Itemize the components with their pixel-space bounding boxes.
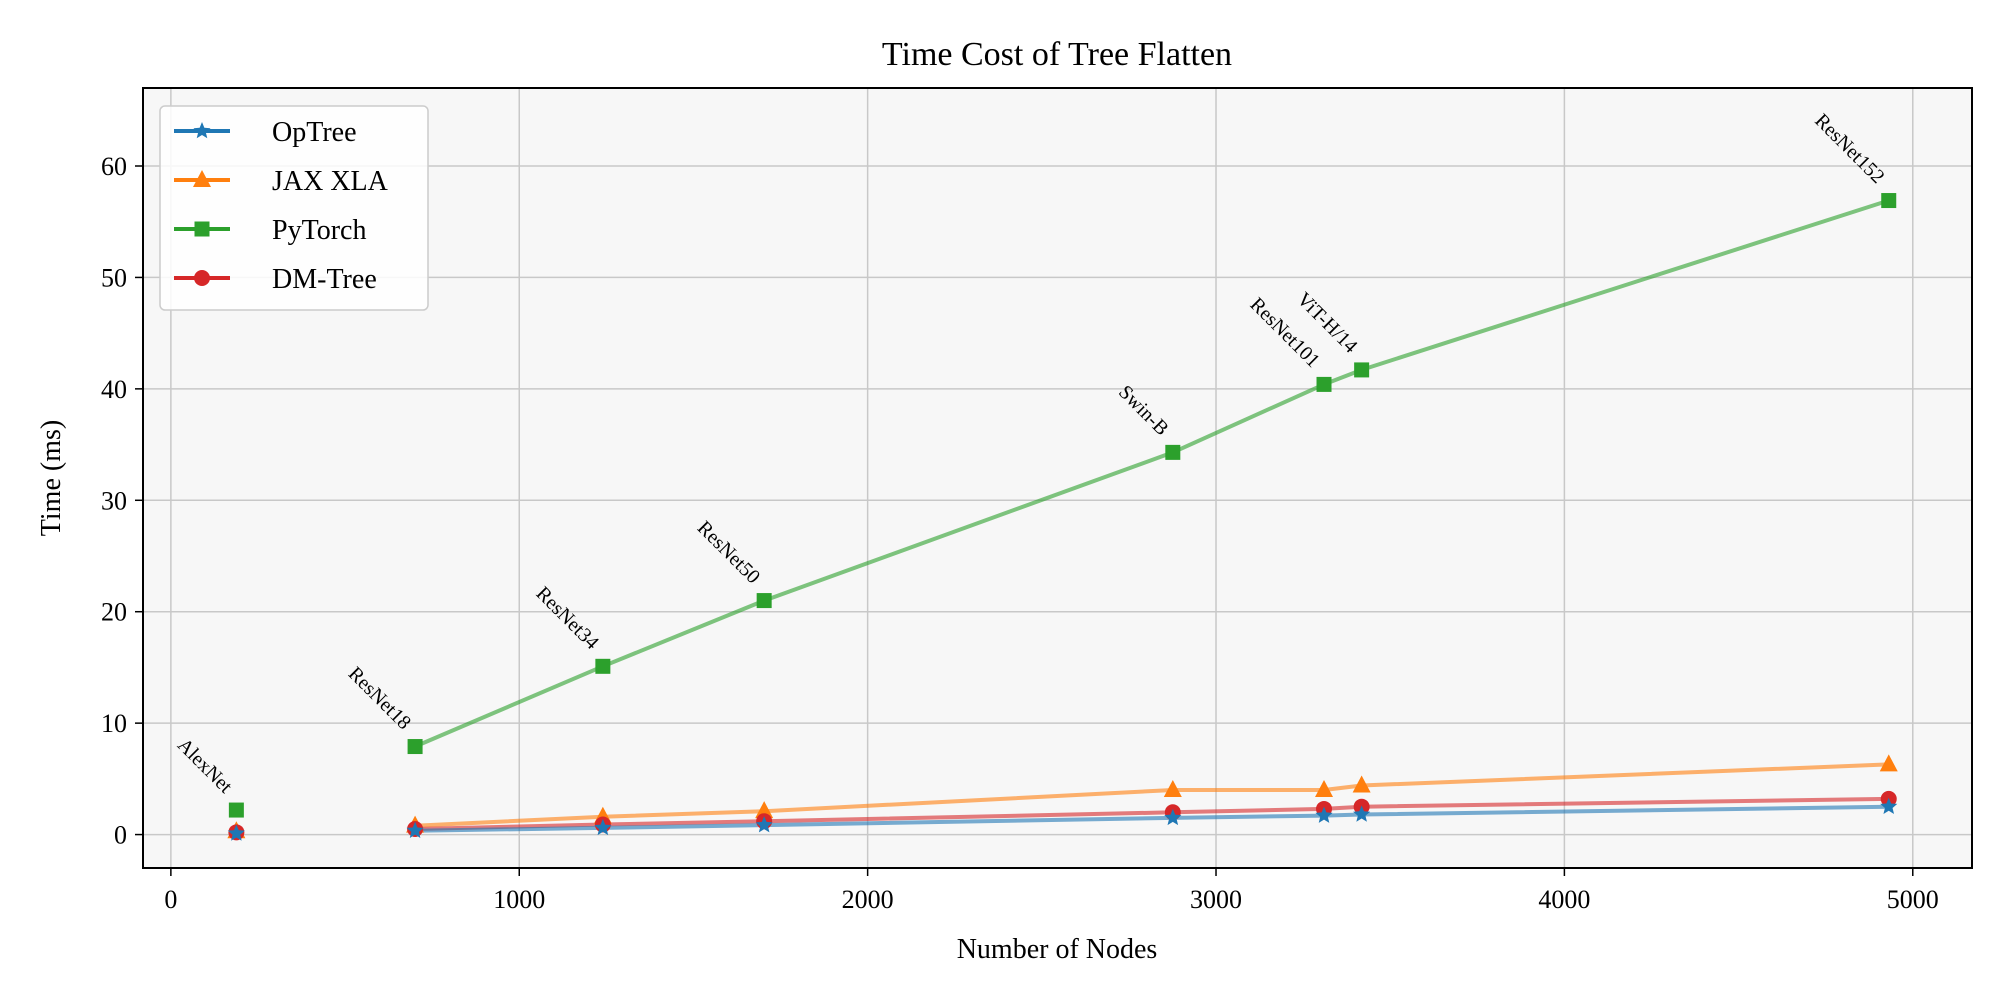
y-tick-label: 10 xyxy=(101,709,127,738)
data-point-pytorch xyxy=(1316,376,1332,392)
legend-marker xyxy=(194,270,210,286)
grid xyxy=(143,88,1972,868)
data-point-pytorch xyxy=(228,802,244,818)
x-tick-label: 0 xyxy=(164,885,177,914)
legend-marker xyxy=(194,221,210,237)
data-point-optree xyxy=(406,821,424,838)
x-axis-title: Number of Nodes xyxy=(957,934,1158,965)
data-point-jax-xla xyxy=(1315,780,1334,797)
data-point-jax-xla xyxy=(755,801,774,819)
legend-label: OpTree xyxy=(272,117,357,148)
chart-title: Time Cost of Tree Flatten xyxy=(882,36,1232,73)
data-point-pytorch xyxy=(1165,444,1181,460)
data-point-pytorch xyxy=(1354,362,1370,378)
legend: OpTree JAX XLA PyTorch DM-Tree xyxy=(159,105,429,311)
plot-frame xyxy=(142,87,1973,869)
legend-marker xyxy=(193,122,211,139)
x-tick-label: 1000 xyxy=(493,885,545,914)
y-axis-title: Time (ms) xyxy=(36,420,67,536)
data-point-jax-xla xyxy=(1163,780,1182,797)
data-point-optree xyxy=(1880,797,1898,814)
data-point-pytorch xyxy=(756,593,772,609)
x-tick-label: 2000 xyxy=(842,885,894,914)
y-tick-label: 60 xyxy=(101,152,127,181)
legend-label: JAX XLA xyxy=(272,166,389,197)
legend-box xyxy=(159,105,429,311)
data-point-pytorch xyxy=(595,658,611,674)
y-tick-label: 30 xyxy=(101,486,127,515)
data-point-optree xyxy=(227,824,245,841)
x-axis-ticks: 0 1000 2000 3000 4000 5000 xyxy=(164,868,1939,914)
data-point-jax-xla xyxy=(1352,775,1371,793)
data-point-optree xyxy=(1353,805,1371,822)
data-point-pytorch xyxy=(407,739,423,755)
data-point-optree xyxy=(1164,808,1182,826)
y-tick-label: 40 xyxy=(101,375,127,404)
series-markers xyxy=(227,193,1898,841)
y-tick-label: 0 xyxy=(114,821,127,850)
data-point-optree xyxy=(594,818,612,836)
x-tick-label: 4000 xyxy=(1538,885,1590,914)
y-tick-label: 50 xyxy=(101,263,127,292)
y-tick-label: 20 xyxy=(101,598,127,627)
x-tick-label: 5000 xyxy=(1887,885,1939,914)
x-tick-label: 3000 xyxy=(1190,885,1242,914)
data-point-optree xyxy=(1315,806,1333,823)
data-point-pytorch xyxy=(1881,193,1897,209)
legend-label: PyTorch xyxy=(272,215,366,246)
y-axis-ticks: 0 10 20 30 40 50 60 xyxy=(101,152,143,850)
legend-label: DM-Tree xyxy=(272,264,377,295)
data-point-optree xyxy=(755,816,773,833)
legend-marker xyxy=(193,170,211,187)
data-point-jax-xla xyxy=(1879,754,1898,772)
plot-background xyxy=(143,88,1972,868)
